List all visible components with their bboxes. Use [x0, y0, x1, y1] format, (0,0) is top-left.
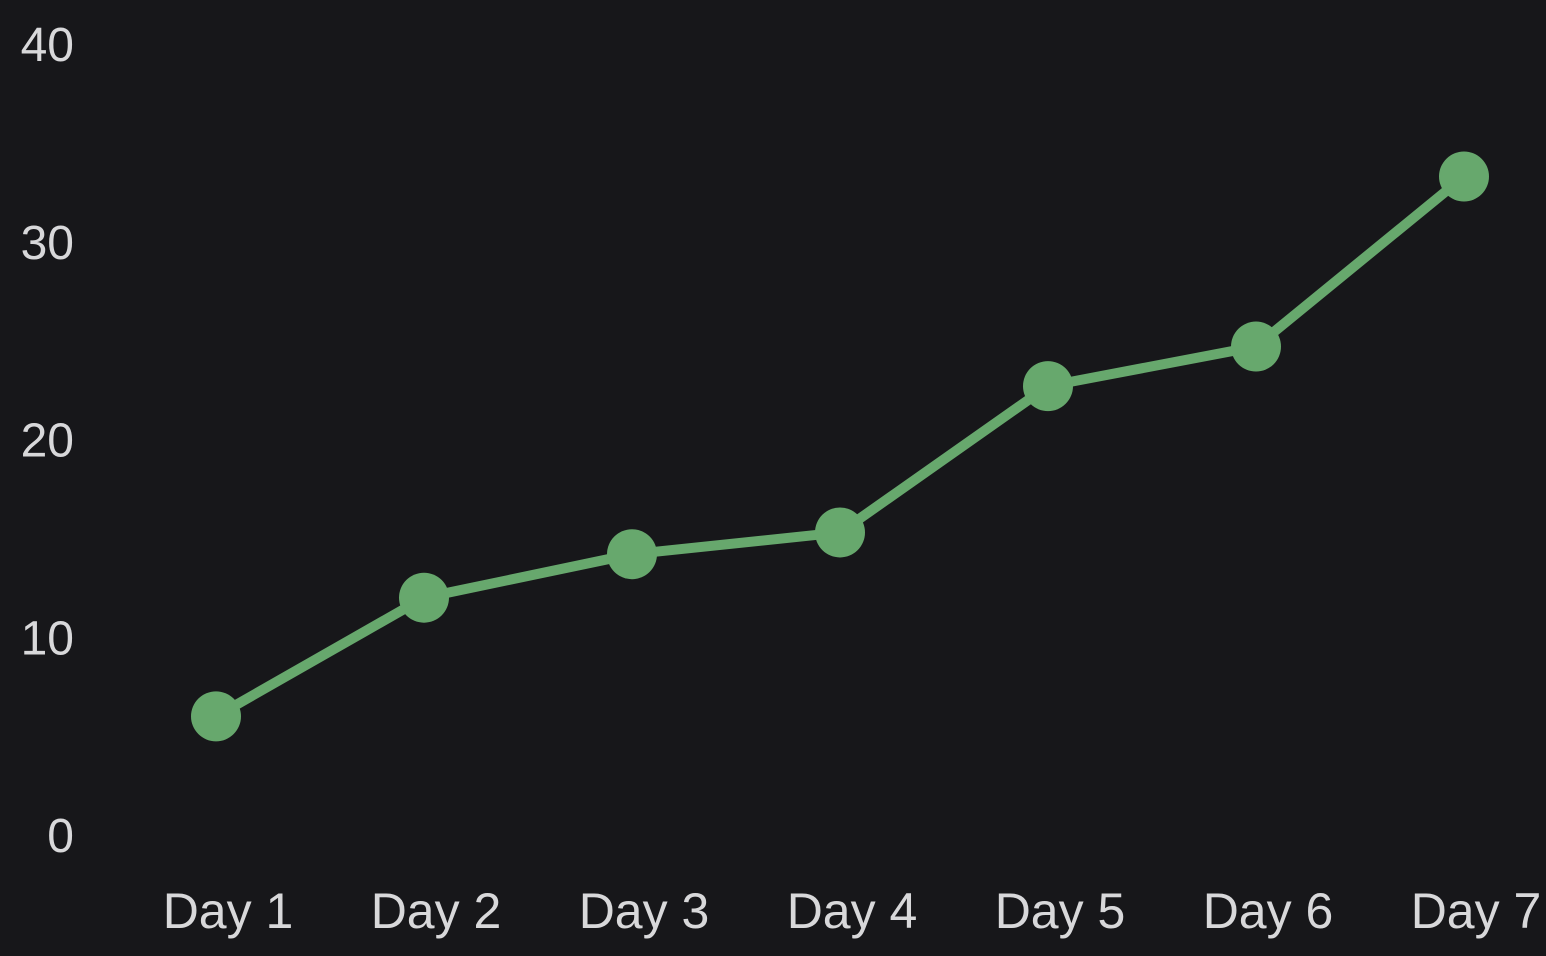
y-tick-label-20: 20 — [21, 415, 74, 468]
data-point-2 — [399, 572, 449, 623]
y-tick-label-40: 40 — [21, 19, 74, 72]
y-axis: 0 10 20 30 40 — [21, 19, 74, 863]
x-axis: Day 1 Day 2 Day 3 Day 4 Day 5 Day 6 Day … — [163, 883, 1542, 939]
data-point-7 — [1439, 151, 1489, 202]
y-tick-label-0: 0 — [47, 810, 74, 863]
x-tick-label-day-6: Day 6 — [1203, 883, 1334, 939]
x-tick-label-day-2: Day 2 — [371, 883, 502, 939]
x-tick-label-day-3: Day 3 — [579, 883, 710, 939]
x-tick-label-day-4: Day 4 — [787, 883, 918, 939]
series-markers — [191, 151, 1489, 742]
y-tick-label-30: 30 — [21, 217, 74, 270]
data-point-5 — [1023, 361, 1073, 412]
data-point-3 — [607, 529, 657, 580]
data-point-1 — [191, 691, 241, 742]
x-tick-label-day-7: Day 7 — [1411, 883, 1542, 939]
x-tick-label-day-1: Day 1 — [163, 883, 294, 939]
data-point-6 — [1231, 321, 1281, 372]
x-tick-label-day-5: Day 5 — [995, 883, 1126, 939]
y-tick-label-10: 10 — [21, 612, 74, 665]
data-point-4 — [815, 507, 865, 558]
